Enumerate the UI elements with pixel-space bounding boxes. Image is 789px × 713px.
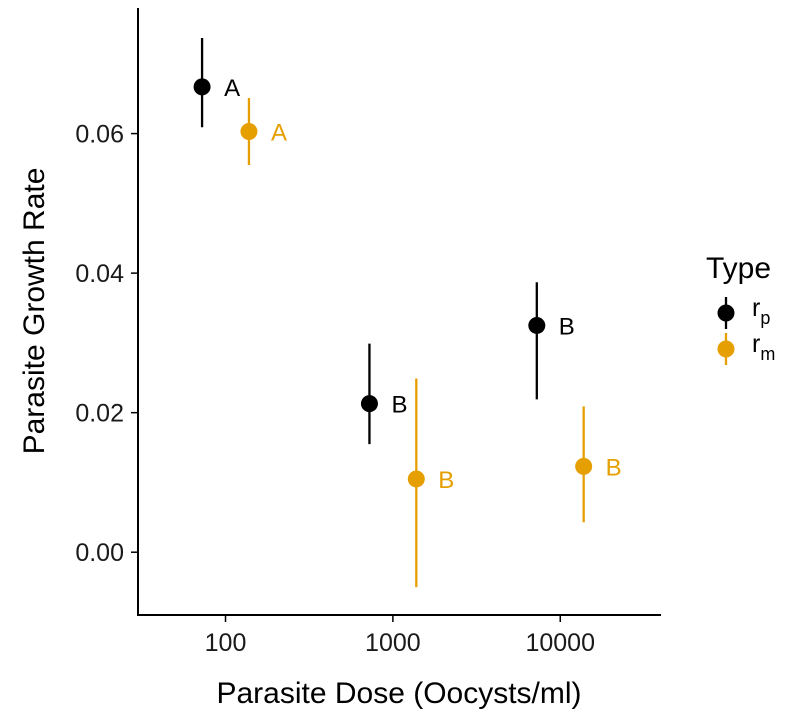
- x-axis-ticks: 100 1000 10000: [205, 615, 595, 657]
- data-point: [575, 457, 593, 475]
- x-axis-title: Parasite Dose (Oocysts/ml): [216, 677, 581, 710]
- significance-label: B: [559, 313, 575, 340]
- y-axis-title: Parasite Growth Rate: [18, 168, 51, 455]
- significance-label: B: [438, 467, 454, 494]
- legend-title: Type: [706, 252, 771, 285]
- y-tick-label: 0.00: [75, 539, 124, 567]
- data-point: [360, 395, 378, 413]
- legend-label-subscript: m: [760, 344, 775, 364]
- plot-marks: A B B A B B: [193, 38, 622, 588]
- x-tick-label: 1000: [365, 629, 421, 657]
- legend-key: [717, 333, 735, 365]
- legend-label-base: r: [752, 294, 760, 322]
- series-0: A B B: [193, 38, 575, 445]
- significance-label: B: [606, 454, 622, 481]
- x-tick-label: 100: [205, 629, 247, 657]
- series-1: A B B: [240, 98, 622, 588]
- legend-key: [717, 297, 735, 329]
- y-axis-ticks: 0.00 0.02 0.04 0.06: [75, 121, 138, 567]
- significance-label: A: [271, 119, 287, 146]
- legend-label: rp: [752, 294, 770, 328]
- legend-label-base: r: [752, 330, 760, 358]
- y-tick-label: 0.02: [75, 400, 124, 428]
- y-tick-label: 0.04: [75, 260, 124, 288]
- legend-label-subscript: p: [760, 308, 770, 328]
- data-point: [193, 78, 211, 96]
- significance-label: A: [224, 75, 240, 102]
- x-tick-label: 10000: [525, 629, 595, 657]
- data-point: [240, 122, 258, 140]
- data-point: [407, 470, 425, 488]
- legend-label: rm: [752, 330, 775, 364]
- significance-label: B: [391, 392, 407, 419]
- data-point: [528, 316, 546, 334]
- y-tick-label: 0.06: [75, 121, 124, 149]
